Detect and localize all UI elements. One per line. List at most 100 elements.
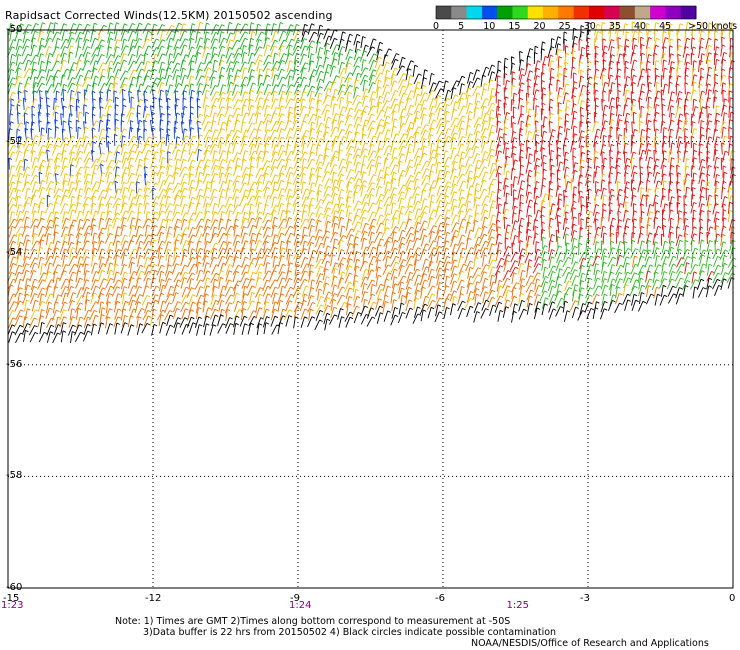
wind-barb	[331, 203, 337, 215]
wind-barb	[257, 68, 261, 81]
wind-barb	[428, 105, 434, 118]
wind-barb-flag	[378, 79, 382, 83]
wind-barb	[352, 236, 357, 249]
wind-barb-flag	[387, 310, 391, 313]
wind-barb-flag	[392, 202, 397, 205]
wind-barb-flag	[46, 97, 50, 100]
wind-barb-flag	[86, 60, 91, 63]
wind-barb	[157, 247, 161, 260]
wind-barb-flag	[133, 69, 137, 72]
wind-barb	[376, 109, 382, 121]
wind-barb	[314, 229, 320, 241]
wind-barb-flag	[476, 152, 481, 156]
wind-barb-flag	[394, 118, 398, 121]
wind-barb-flag	[445, 268, 450, 271]
wind-barb	[134, 218, 139, 231]
wind-barb	[332, 223, 336, 235]
wind-barb	[271, 91, 275, 103]
wind-barb-flag	[477, 138, 481, 141]
wind-barb-flag	[109, 224, 113, 227]
wind-barb	[83, 173, 89, 185]
wind-barb-flag	[371, 159, 376, 162]
wind-barb-flag	[213, 46, 218, 49]
wind-barb-flag	[417, 208, 422, 211]
wind-barb	[473, 117, 480, 128]
wind-barb-flag	[296, 112, 300, 115]
wind-barb	[219, 142, 222, 155]
wind-barb-flag	[418, 126, 422, 129]
wind-barb-flag	[197, 120, 201, 123]
wind-barb-flag	[191, 46, 195, 49]
wind-barb-flag	[461, 120, 466, 123]
wind-barb-flag	[482, 74, 486, 78]
wind-barb-flag	[251, 30, 256, 34]
wind-barb-flag	[320, 258, 325, 261]
wind-barb	[60, 226, 66, 238]
wind-barb-flag	[365, 95, 369, 98]
wind-barb	[352, 148, 359, 160]
wind-barb	[203, 277, 208, 289]
wind-barb	[384, 218, 387, 231]
wind-barb-flag	[197, 165, 202, 169]
wind-barb	[278, 255, 283, 267]
wind-barb	[480, 264, 487, 275]
wind-barb	[218, 241, 224, 252]
wind-barb	[293, 210, 299, 222]
wind-barb-flag	[319, 250, 323, 254]
wind-barb-flag	[283, 39, 288, 42]
wind-barb-flag	[19, 278, 24, 282]
wind-barb-flag	[206, 173, 211, 176]
wind-barb	[329, 65, 334, 78]
wind-barb	[405, 68, 409, 81]
wind-barb	[225, 134, 228, 146]
wind-barb-flag	[184, 38, 189, 41]
wind-barb-flag	[332, 65, 337, 68]
wind-barb-flag	[133, 135, 137, 139]
wind-barb-flag	[206, 232, 210, 236]
wind-barb	[211, 46, 215, 59]
wind-barb	[248, 90, 252, 102]
wind-barb	[203, 129, 210, 141]
wind-barb	[45, 181, 52, 192]
wind-barb-flag	[86, 166, 90, 169]
wind-barb-flag	[335, 75, 340, 78]
wind-barb-flag	[433, 179, 438, 183]
wind-barb-flag	[85, 248, 90, 252]
wind-barb-flag	[11, 82, 15, 86]
wind-barb	[196, 188, 201, 200]
wind-barb	[444, 111, 448, 123]
wind-barb	[173, 218, 179, 230]
wind-barb-flag	[403, 133, 408, 136]
wind-barb	[157, 53, 163, 65]
wind-barb-flag	[199, 134, 203, 137]
wind-barb-flag	[244, 91, 249, 94]
wind-barb	[173, 239, 177, 252]
wind-barb-flag	[424, 129, 429, 133]
wind-barb	[15, 196, 19, 208]
wind-barb-flag	[27, 59, 32, 63]
wind-barb-flag	[207, 52, 211, 55]
wind-barb	[330, 96, 334, 108]
wind-barb-flag	[432, 299, 436, 303]
wind-barb	[278, 218, 285, 229]
wind-barb	[376, 86, 379, 99]
wind-barb	[435, 304, 439, 317]
wind-barb	[216, 128, 223, 139]
wind-barb-flag	[422, 309, 427, 312]
wind-barb	[331, 179, 336, 191]
wind-barb	[212, 60, 216, 72]
wind-barb-flag	[176, 225, 180, 229]
wind-barb	[149, 250, 156, 261]
wind-barb-flag	[265, 204, 270, 207]
wind-barb	[480, 75, 484, 87]
wind-barb-flag	[400, 100, 404, 104]
wind-barb	[344, 101, 350, 113]
wind-barb	[142, 75, 148, 87]
wind-barb-flag	[183, 233, 188, 236]
wind-barb-flag	[289, 29, 294, 33]
wind-barb	[90, 279, 96, 291]
wind-barb-flag	[17, 53, 22, 57]
wind-barb	[17, 135, 20, 148]
wind-barb-flag	[417, 313, 422, 316]
wind-barb	[53, 324, 59, 336]
